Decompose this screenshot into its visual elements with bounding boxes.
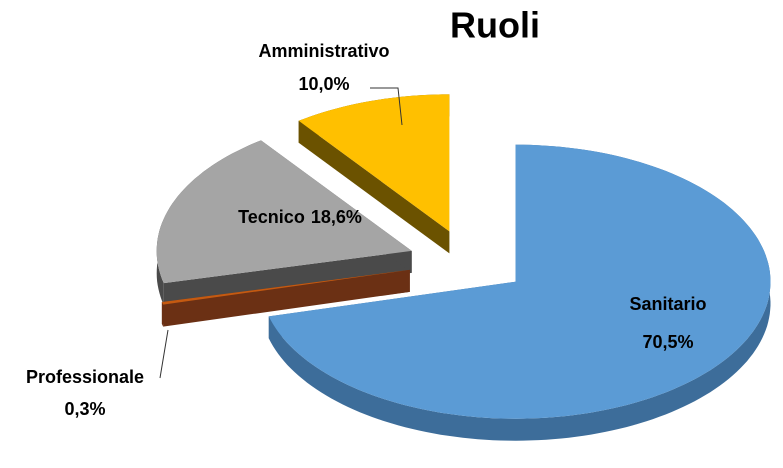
label-value: 18,6% [311,207,362,227]
leader-line [370,87,403,126]
slice-side [163,250,412,306]
label-value: 70,5% [642,332,693,352]
slice-side [161,269,410,324]
slice-wall [161,302,164,327]
chart-title: Ruoli [450,5,540,46]
label-category: Professionale [26,367,144,387]
label-category: Amministrativo [258,41,389,61]
label-value: 10,0% [298,74,349,94]
label-category: Sanitario [629,294,706,314]
slice-side [298,120,450,254]
slice-top [298,94,450,232]
slice-top [161,269,410,305]
leader-line [159,329,169,379]
pie-slice [298,94,450,254]
label-category: Tecnico [238,207,305,227]
pie-slice [156,140,412,306]
label-value: 0,3% [64,399,105,419]
data-label: Tecnico 18,6% [238,207,362,227]
slice-top [156,140,412,284]
slice-top [268,144,771,419]
pie-slice [161,269,410,327]
pie-slice [268,144,771,441]
